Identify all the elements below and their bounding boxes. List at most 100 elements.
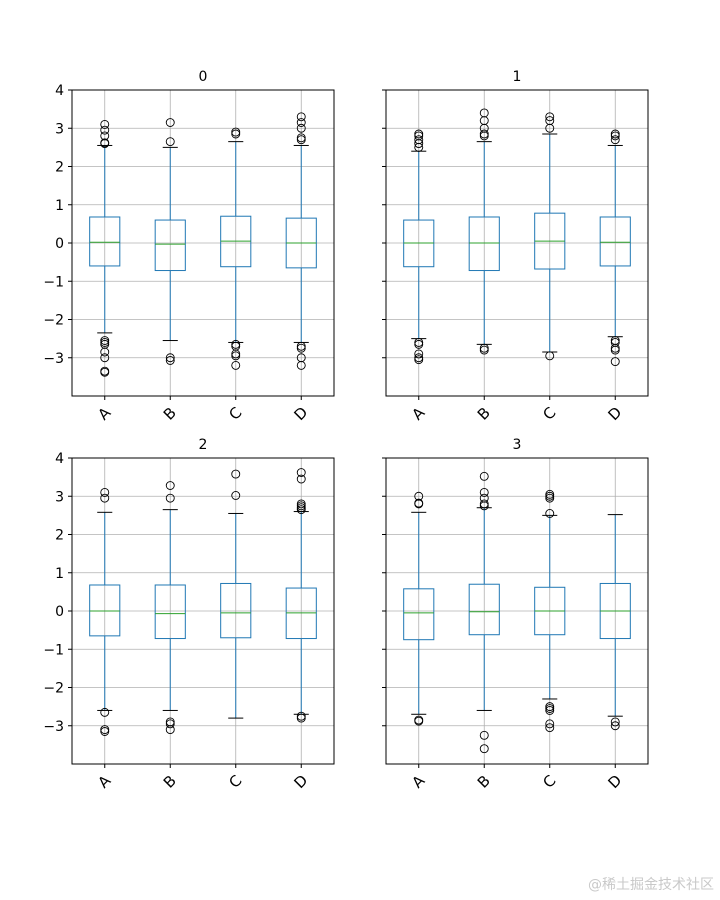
xtick-label-B: B <box>160 404 180 424</box>
box-iqr <box>220 582 252 639</box>
box-B <box>154 118 186 365</box>
flier-point <box>165 353 175 363</box>
flier-point <box>296 499 306 509</box>
ytick-label: −3 <box>43 351 64 367</box>
xtick-label-A: A <box>408 403 429 424</box>
box-iqr <box>89 216 121 267</box>
subplot-0: −3 −2 −1 0 1 2 3 4 A B C D 0 <box>43 69 335 424</box>
xtick-label-C: C <box>225 404 245 424</box>
flier-point <box>610 721 620 731</box>
flier-point <box>165 719 175 729</box>
flier-point <box>479 108 489 118</box>
flier-point <box>414 135 424 145</box>
flier-point <box>479 345 489 355</box>
box-iqr <box>154 584 186 640</box>
ytick-label: −3 <box>43 719 64 735</box>
box-A <box>403 129 435 365</box>
flier-point <box>414 491 424 501</box>
flier-point <box>414 498 424 508</box>
subplot-title: 2 <box>199 437 208 453</box>
ytick-label: 1 <box>55 198 64 214</box>
flier-point <box>414 129 424 139</box>
ytick-label: 3 <box>55 489 64 505</box>
flier-point <box>610 129 620 139</box>
watermark-text: @稀土掘金技术社区 <box>588 877 714 893</box>
flier-point <box>165 481 175 490</box>
ytick-label: 0 <box>55 236 64 252</box>
flier-point <box>165 355 175 365</box>
flier-point <box>296 713 306 723</box>
box-D <box>599 514 631 731</box>
ytick-label: −2 <box>43 313 64 329</box>
box-B <box>468 471 500 754</box>
flier-point <box>165 725 175 735</box>
box-A <box>89 119 121 377</box>
flier-point <box>479 499 489 509</box>
flier-point <box>545 112 555 122</box>
xtick-label-B: B <box>160 772 180 792</box>
flier-point <box>545 351 555 361</box>
box-C <box>534 112 566 361</box>
flier-point <box>296 133 306 143</box>
ytick-label: −2 <box>43 681 64 697</box>
xtick-label-A: A <box>94 403 115 424</box>
box-C <box>534 489 566 733</box>
xtick-label-D: D <box>290 771 311 792</box>
subplot-title: 1 <box>513 69 522 85</box>
subplot-title: 3 <box>513 437 522 453</box>
flier-point <box>100 727 110 736</box>
box-iqr <box>468 216 500 272</box>
flier-point <box>231 351 241 361</box>
flier-point <box>100 367 110 377</box>
xtick-label-B: B <box>474 404 494 424</box>
subplot-1: A B C D 1 <box>382 69 649 424</box>
box-iqr <box>89 584 121 637</box>
box-B <box>154 481 186 735</box>
flier-point <box>100 493 110 503</box>
flier-point <box>610 135 620 145</box>
flier-point <box>479 744 489 754</box>
flier-point <box>414 339 424 349</box>
flier-point <box>296 474 306 484</box>
box-iqr <box>468 583 500 636</box>
ytick-label: −1 <box>43 642 64 658</box>
flier-point <box>296 468 306 477</box>
flier-point <box>479 487 489 497</box>
box-D <box>285 468 317 723</box>
flier-point <box>545 489 555 499</box>
flier-point <box>165 493 175 503</box>
flier-point <box>545 706 555 715</box>
ytick-label: 0 <box>55 604 64 620</box>
flier-point <box>100 125 110 135</box>
flier-point <box>545 509 555 518</box>
flier-point <box>414 349 424 359</box>
flier-point <box>296 118 306 127</box>
ytick-label: 4 <box>55 451 64 467</box>
subplot-title: 0 <box>199 69 208 85</box>
xtick-label-D: D <box>604 771 625 792</box>
flier-point <box>100 138 110 148</box>
flier-point <box>479 730 489 740</box>
flier-point <box>296 123 306 133</box>
flier-point <box>231 469 241 479</box>
box-C <box>220 469 252 719</box>
flier-point <box>296 360 306 370</box>
ytick-label: 3 <box>55 121 64 137</box>
flier-point <box>231 127 241 137</box>
xtick-label-C: C <box>539 772 559 792</box>
flier-point <box>479 471 489 481</box>
flier-point <box>165 118 175 127</box>
flier-point <box>100 707 110 717</box>
flier-point <box>479 493 489 503</box>
box-C <box>220 127 252 370</box>
xtick-label-B: B <box>474 772 494 792</box>
flier-point <box>100 347 110 357</box>
flier-point <box>545 719 555 729</box>
ytick-label: 2 <box>55 528 64 544</box>
xtick-label-A: A <box>94 771 115 792</box>
flier-point <box>100 131 110 141</box>
flier-point <box>231 491 241 500</box>
flier-point <box>100 487 110 497</box>
xtick-label-A: A <box>408 771 429 792</box>
